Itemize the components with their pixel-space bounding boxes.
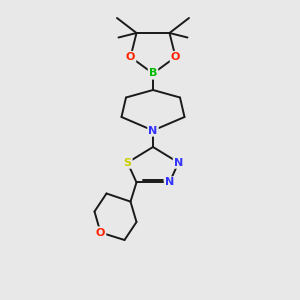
Text: N: N	[148, 125, 158, 136]
Text: S: S	[124, 158, 131, 168]
Text: B: B	[149, 68, 157, 79]
Text: N: N	[165, 177, 174, 188]
Text: N: N	[174, 158, 183, 168]
Text: O: O	[171, 52, 180, 62]
Text: O: O	[126, 52, 135, 62]
Text: O: O	[96, 227, 105, 238]
